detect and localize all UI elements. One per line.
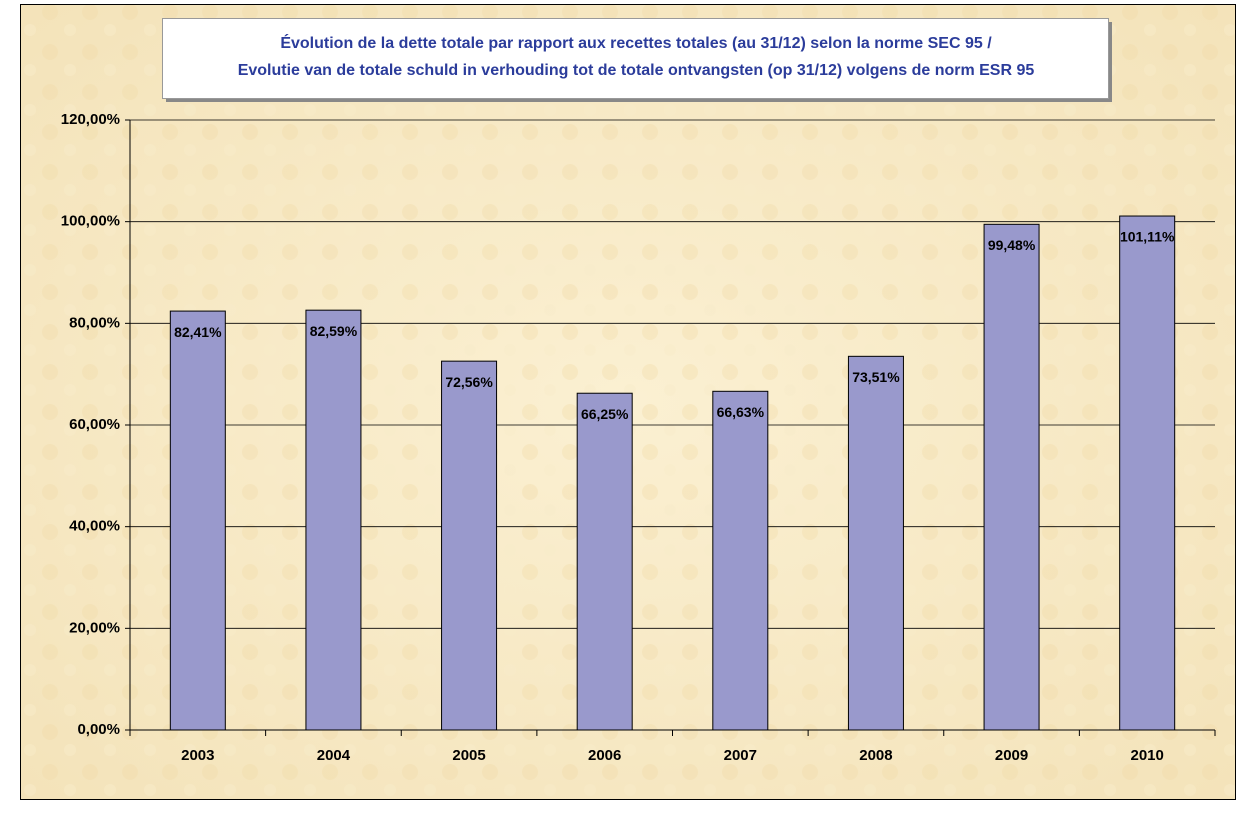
bar <box>169 310 226 731</box>
bar <box>983 223 1040 731</box>
y-tick-label: 0,00% <box>77 721 120 738</box>
bar <box>441 360 498 731</box>
y-tick-label: 120,00% <box>61 111 120 128</box>
data-label: 72,56% <box>445 374 493 390</box>
bar <box>1119 215 1176 731</box>
y-tick-label: 40,00% <box>69 518 120 535</box>
x-tick-label: 2006 <box>588 747 621 764</box>
chart-title: Evolutie van de totale schuld in verhoud… <box>238 62 1035 79</box>
bar <box>847 355 904 731</box>
data-label: 82,59% <box>310 323 358 339</box>
title-box <box>162 18 1109 99</box>
bar <box>305 309 362 731</box>
y-tick-label: 60,00% <box>69 416 120 433</box>
data-label: 99,48% <box>988 237 1036 253</box>
data-label: 73,51% <box>852 369 900 385</box>
y-tick-label: 80,00% <box>69 314 120 331</box>
data-label: 66,25% <box>581 406 629 422</box>
y-tick-label: 100,00% <box>61 213 120 230</box>
chart-title: Évolution de la dette totale par rapport… <box>280 33 992 52</box>
x-tick-label: 2003 <box>181 747 214 764</box>
bar <box>712 390 769 731</box>
bar <box>576 392 633 731</box>
y-tick-label: 20,00% <box>69 619 120 636</box>
x-tick-label: 2005 <box>452 747 485 764</box>
x-tick-label: 2007 <box>724 747 757 764</box>
x-tick-label: 2010 <box>1131 747 1164 764</box>
x-tick-label: 2004 <box>317 747 351 764</box>
x-tick-label: 2009 <box>995 747 1028 764</box>
data-label: 66,63% <box>717 404 765 420</box>
x-tick-label: 2008 <box>859 747 892 764</box>
data-label: 101,11% <box>1120 229 1175 245</box>
data-label: 82,41% <box>174 324 222 340</box>
